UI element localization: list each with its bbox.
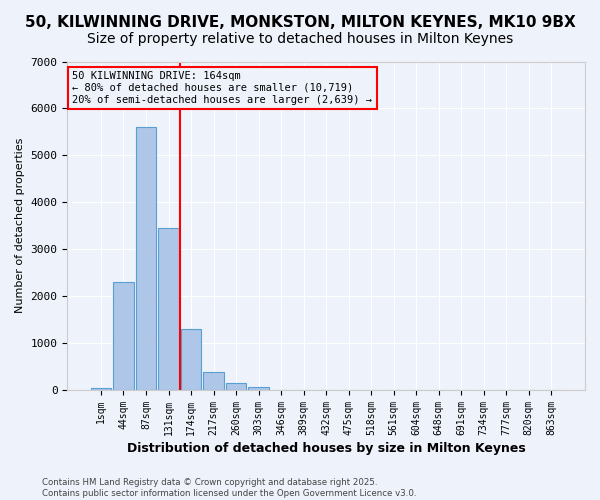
- Bar: [226, 383, 246, 390]
- Y-axis label: Number of detached properties: Number of detached properties: [15, 138, 25, 314]
- Text: Size of property relative to detached houses in Milton Keynes: Size of property relative to detached ho…: [87, 32, 513, 46]
- Bar: [203, 372, 224, 390]
- Bar: [91, 388, 111, 390]
- Bar: [181, 329, 201, 390]
- X-axis label: Distribution of detached houses by size in Milton Keynes: Distribution of detached houses by size …: [127, 442, 526, 455]
- Bar: [136, 127, 156, 390]
- Text: 50 KILWINNING DRIVE: 164sqm
← 80% of detached houses are smaller (10,719)
20% of: 50 KILWINNING DRIVE: 164sqm ← 80% of det…: [73, 72, 373, 104]
- Text: Contains HM Land Registry data © Crown copyright and database right 2025.
Contai: Contains HM Land Registry data © Crown c…: [42, 478, 416, 498]
- Bar: [248, 388, 269, 390]
- Bar: [158, 228, 179, 390]
- Bar: [113, 282, 134, 390]
- Text: 50, KILWINNING DRIVE, MONKSTON, MILTON KEYNES, MK10 9BX: 50, KILWINNING DRIVE, MONKSTON, MILTON K…: [25, 15, 575, 30]
